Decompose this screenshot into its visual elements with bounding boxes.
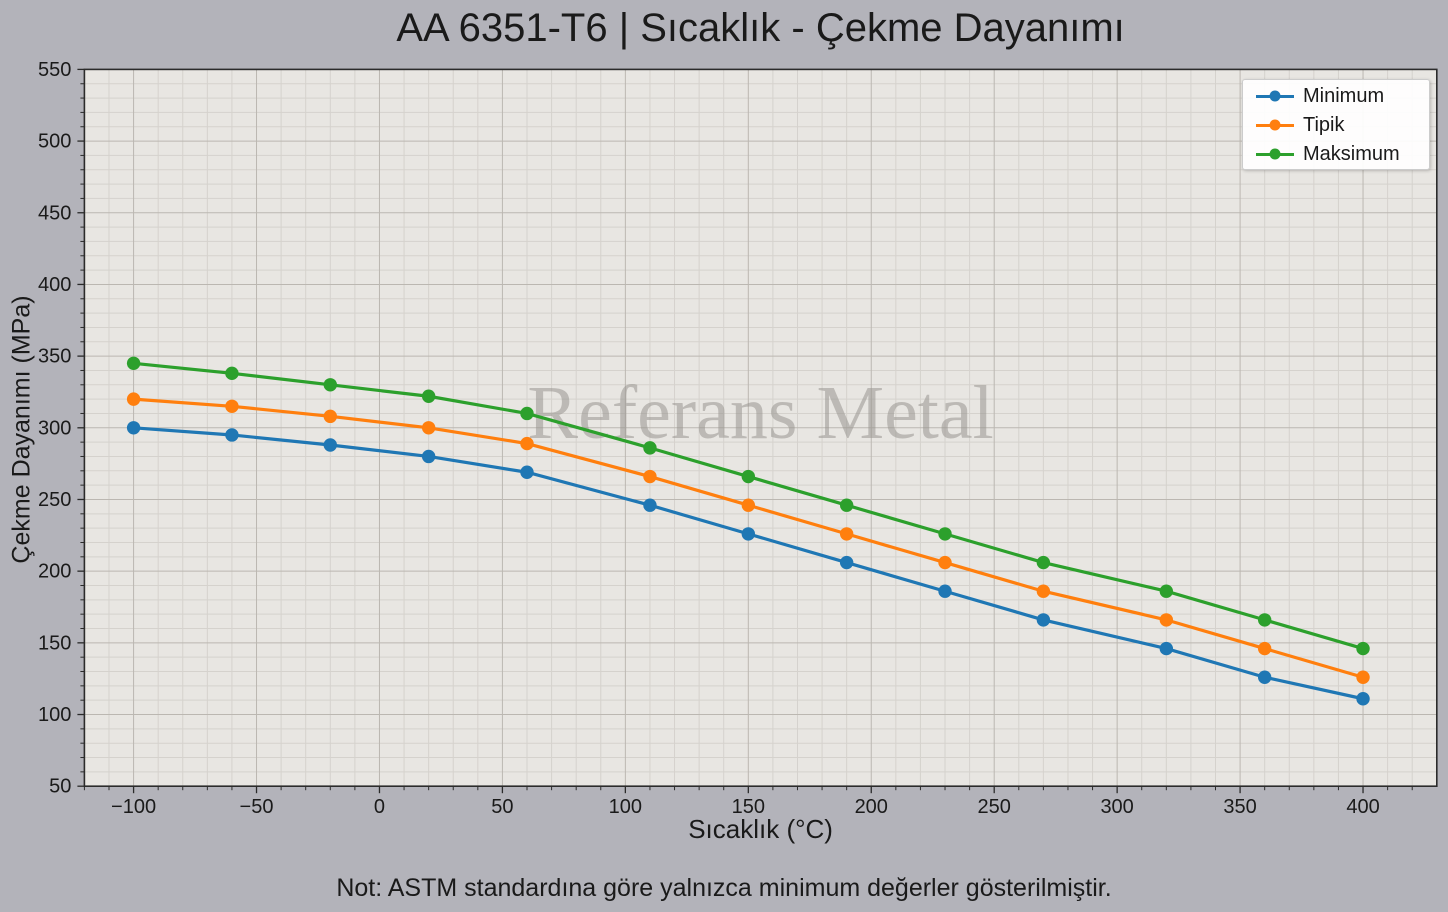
svg-text:250: 250 (38, 489, 71, 511)
svg-text:350: 350 (38, 346, 71, 368)
svg-text:50: 50 (49, 776, 71, 798)
svg-text:400: 400 (38, 274, 71, 296)
svg-text:100: 100 (38, 704, 71, 726)
svg-text:200: 200 (38, 561, 71, 583)
svg-text:150: 150 (38, 632, 71, 654)
svg-text:Referans Metal: Referans Metal (527, 371, 993, 455)
svg-text:500: 500 (38, 131, 71, 153)
svg-text:550: 550 (38, 59, 71, 81)
svg-text:300: 300 (38, 417, 71, 439)
svg-text:450: 450 (38, 202, 71, 224)
